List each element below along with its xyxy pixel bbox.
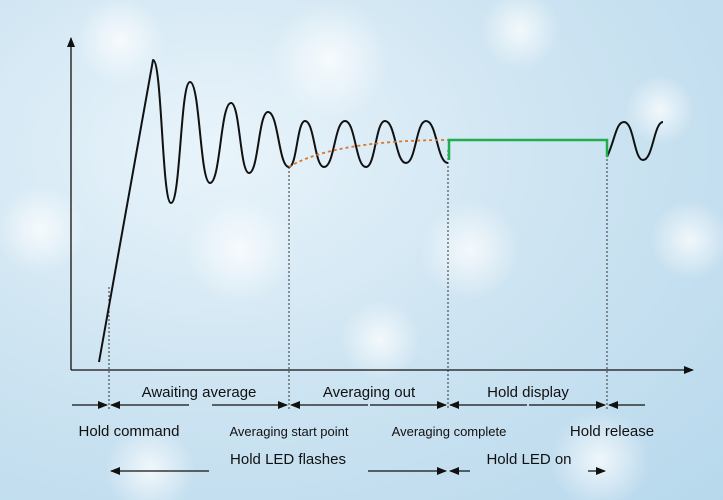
event-label-averaging-start-point: Averaging start point [230, 424, 349, 439]
event-label-hold-command: Hold command [79, 423, 180, 440]
average-curve [288, 139, 449, 168]
held-value-line [447, 138, 609, 160]
event-label-averaging-complete: Averaging complete [392, 424, 507, 439]
led-label-flashes: Hold LED flashes [230, 451, 346, 468]
signal-waveform-after-release [606, 121, 664, 161]
phase-label-averaging-out: Averaging out [323, 384, 416, 401]
phase-label-hold-display: Hold display [487, 384, 569, 401]
led-label-on: Hold LED on [486, 451, 571, 468]
signal-waveform [98, 59, 449, 363]
phase-label-awaiting-average: Awaiting average [142, 384, 257, 401]
event-label-hold-release: Hold release [570, 423, 654, 440]
